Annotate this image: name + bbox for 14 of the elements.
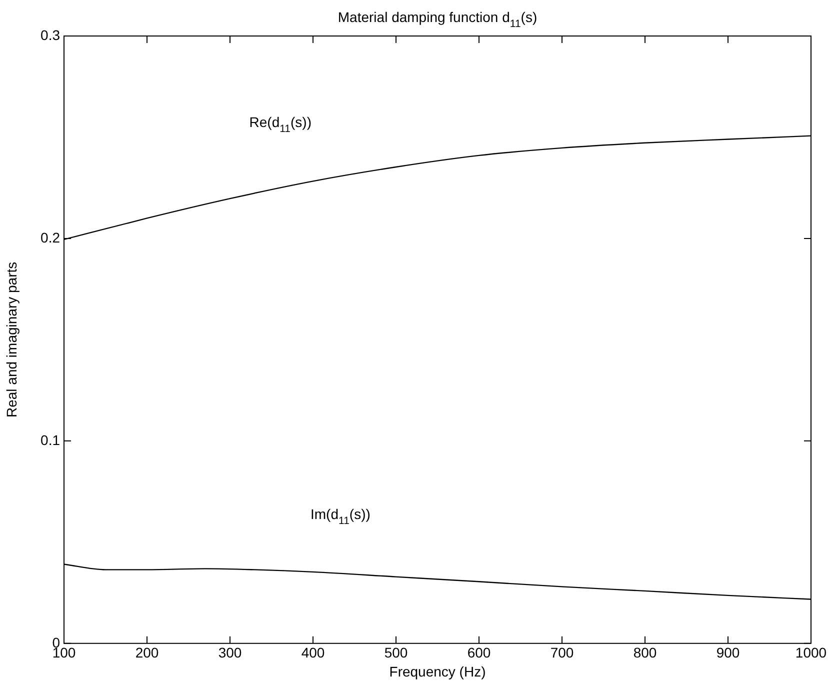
x-tick-label: 500 (384, 644, 408, 661)
x-tick-label: 800 (633, 644, 657, 661)
x-tick-label: 700 (550, 644, 574, 661)
x-tick-label: 300 (218, 644, 242, 661)
x-tick-label: 1000 (795, 644, 827, 661)
x-tick-label: 200 (135, 644, 159, 661)
y-axis-title: Real and imaginary parts (3, 262, 20, 418)
y-tick-label: 0.3 (40, 26, 60, 43)
y-tick-label: 0.2 (40, 229, 60, 246)
x-tick-label: 900 (716, 644, 740, 661)
y-tick-label: 0.1 (40, 432, 60, 448)
x-axis-title: Frequency (Hz) (389, 663, 486, 680)
x-tick-label: 600 (467, 644, 491, 661)
x-tick-label: 400 (301, 644, 325, 661)
